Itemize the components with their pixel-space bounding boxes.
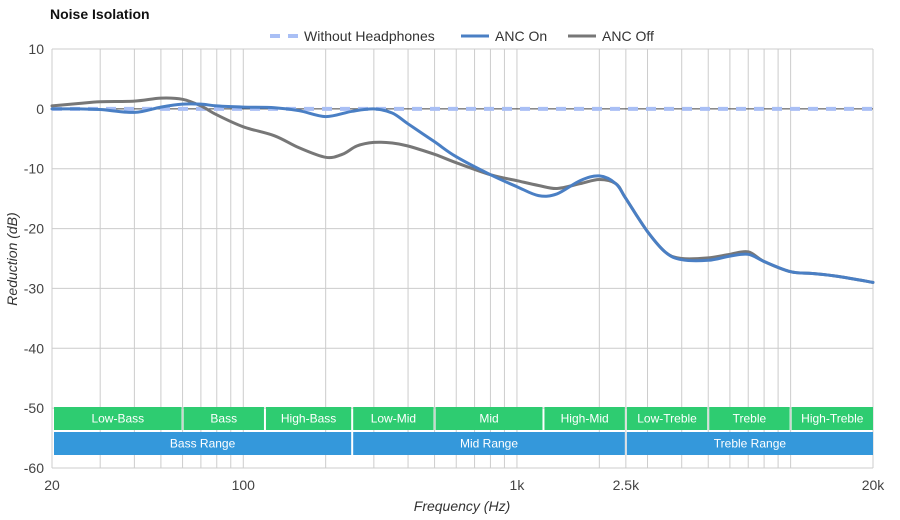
y-axis-ticks: 10 0 -10 -20 -30 -40 -50 -60: [24, 41, 44, 476]
y-tick-label: -40: [24, 340, 44, 356]
x-tick-label: 20: [44, 477, 60, 493]
range-band-label: Treble Range: [714, 437, 787, 451]
series-line-anc-on: [50, 102, 875, 284]
y-tick-label: -20: [24, 221, 44, 237]
y-tick-label: 10: [28, 41, 44, 57]
chart-title: Noise Isolation: [50, 6, 150, 22]
sub-band-label: High-Bass: [281, 412, 336, 426]
sub-band-label: High-Treble: [801, 412, 864, 426]
x-tick-label: 20k: [862, 477, 886, 493]
x-axis-label: Frequency (Hz): [414, 498, 510, 514]
x-axis-ticks: 20 100 1k 2.5k 20k: [44, 477, 885, 493]
sub-band: [435, 407, 543, 430]
sub-band-label: Low-Treble: [637, 412, 697, 426]
x-tick-label: 1k: [510, 477, 526, 493]
sub-band-label: Bass: [210, 412, 237, 426]
y-tick-label: -10: [24, 161, 44, 177]
sub-band: [626, 407, 708, 430]
legend-label-without-headphones: Without Headphones: [304, 28, 435, 44]
sub-band: [544, 407, 625, 430]
sub-band: [54, 407, 182, 430]
sub-band: [353, 407, 434, 430]
range-band-label: Mid Range: [460, 437, 518, 451]
sub-band: [265, 407, 352, 430]
x-tick-label: 100: [232, 477, 256, 493]
frequency-bands: Low-Bass Bass High-Bass Low-Mid Mid High-Mid L…: [54, 407, 873, 455]
range-band: [54, 432, 352, 455]
range-band: [353, 432, 625, 455]
y-tick-label: 0: [36, 101, 44, 117]
range-band-label: Bass Range: [170, 437, 236, 451]
legend-label-anc-off: ANC Off: [602, 28, 654, 44]
legend-label-anc-on: ANC On: [495, 28, 547, 44]
sub-band-label: Low-Bass: [91, 412, 144, 426]
range-band: [626, 432, 873, 455]
y-axis-label: Reduction (dB): [4, 212, 20, 305]
sub-band: [709, 407, 790, 430]
plot-area: [50, 96, 875, 284]
y-tick-label: -60: [24, 460, 44, 476]
legend: Without Headphones ANC On ANC Off: [270, 28, 654, 44]
sub-band-label: High-Mid: [561, 412, 609, 426]
series-line-anc-off: [50, 96, 875, 284]
y-tick-label: -50: [24, 400, 44, 416]
grid: [51, 48, 874, 469]
sub-band-label: Low-Mid: [371, 412, 416, 426]
x-tick-label: 2.5k: [613, 477, 640, 493]
sub-band-label: Mid: [479, 412, 498, 426]
y-tick-label: -30: [24, 280, 44, 296]
sub-band-label: Treble: [733, 412, 767, 426]
sub-band: [183, 407, 264, 430]
sub-band: [791, 407, 873, 430]
